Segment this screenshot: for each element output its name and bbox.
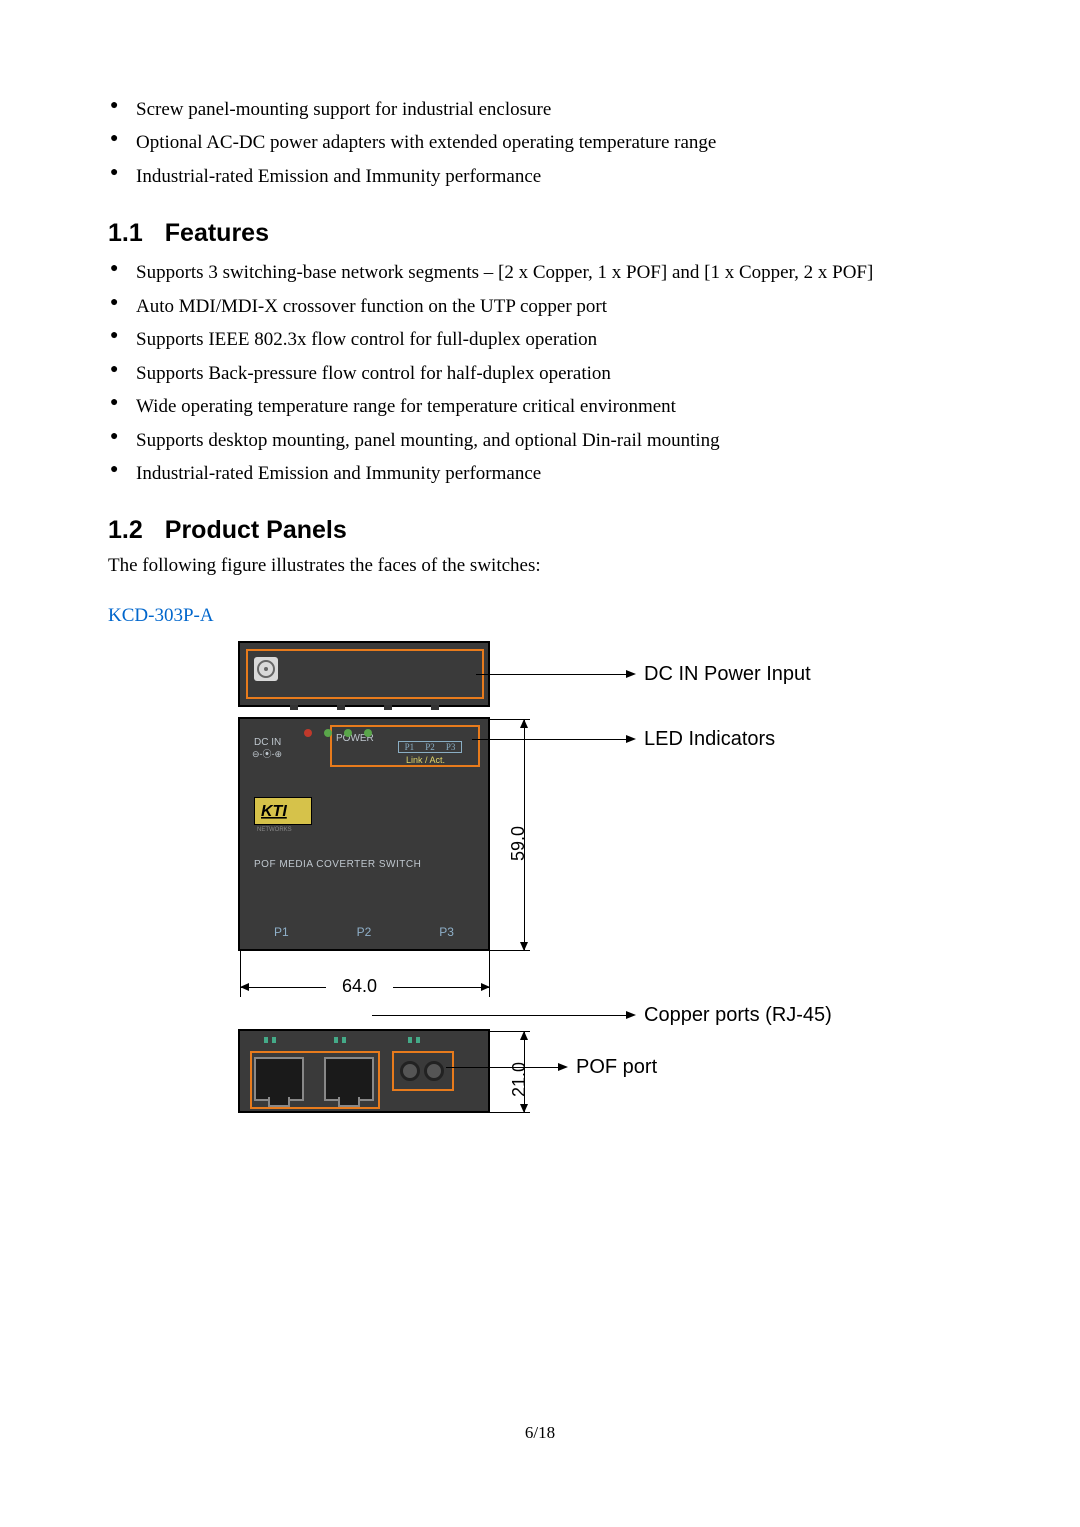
led-indicator-icon [324,729,332,737]
list-item: Supports 3 switching-base network segmen… [108,258,972,287]
callout-dc-in: DC IN Power Input [644,663,811,686]
port-label-box: P1 P2 P3 [398,741,462,753]
rubber-feet [240,705,488,710]
port-label: P3 [439,925,454,939]
section-number: 1.1 [108,219,143,248]
callout-line [372,1015,626,1016]
arrow-icon [520,942,528,951]
link-act-label: Link / Act. [406,755,445,765]
port-p3: P3 [446,742,456,752]
device-front-view: DC IN ⊖-⦿-⊕ POWER P1 P2 P3 Link / Act. K… [238,717,490,951]
list-item: Supports desktop mounting, panel mountin… [108,426,972,455]
highlight-box [246,649,484,699]
led-indicator-icon [344,729,352,737]
kti-logo-icon: KTI [254,797,312,825]
polarity-icon: ⊖-⦿-⊕ [252,747,282,760]
led-pins [334,1037,346,1043]
port-labels-row: P1 P2 P3 [240,925,488,939]
led-pins [264,1037,276,1043]
page-number: 6/18 [0,1423,1080,1443]
arrow-icon [520,1031,528,1040]
section-heading-features: 1.1 Features [108,219,972,248]
section-title: Product Panels [165,516,347,544]
port-p1: P1 [405,742,415,752]
led-indicator-icon [364,729,372,737]
list-item: Industrial-rated Emission and Immunity p… [108,459,972,488]
led-indicator-icon [304,729,312,737]
highlight-box-copper [250,1051,380,1109]
device-port-view [238,1029,490,1113]
section-heading-panels: 1.2 Product Panels [108,516,972,545]
led-row [304,729,372,737]
intro-bullet-list: Screw panel-mounting support for industr… [108,95,972,191]
callout-pof: POF port [576,1056,657,1079]
section-title: Features [165,219,269,247]
list-item: Screw panel-mounting support for industr… [108,95,972,124]
list-item: Wide operating temperature range for tem… [108,392,972,421]
list-item: Supports Back-pressure flow control for … [108,359,972,388]
arrow-icon [626,670,636,678]
list-item: Industrial-rated Emission and Immunity p… [108,162,972,191]
section-number: 1.2 [108,516,143,545]
highlight-box-pof [392,1051,454,1091]
callout-copper: Copper ports (RJ-45) [644,1004,832,1027]
list-item: Optional AC-DC power adapters with exten… [108,128,972,157]
callout-line [476,674,626,675]
callout-line [472,739,626,740]
product-model-label: KCD-303P-A [108,605,972,627]
dimension-height: 59.0 [508,826,529,861]
dc-jack-icon [254,657,278,681]
port-label: P2 [357,925,372,939]
port-label: P1 [274,925,289,939]
arrow-icon [240,983,249,991]
arrow-icon [481,983,490,991]
model-line-label: POF MEDIA COVERTER SWITCH [254,859,421,870]
features-bullet-list: Supports 3 switching-base network segmen… [108,258,972,488]
dimension-width: 64.0 [326,976,393,997]
arrow-icon [520,1104,528,1113]
arrow-icon [520,719,528,728]
callout-line [446,1067,558,1068]
arrow-icon [626,1011,636,1019]
product-panel-figure: DC IN Power Input DC IN ⊖-⦿-⊕ POWER P1 P… [228,641,948,1151]
led-pins [408,1037,420,1043]
list-item: Auto MDI/MDI-X crossover function on the… [108,292,972,321]
arrow-icon [558,1063,568,1071]
dimension-depth: 21.0 [509,1062,530,1097]
panels-intro-text: The following figure illustrates the fac… [108,555,972,577]
callout-led: LED Indicators [644,728,775,751]
device-top-view [238,641,490,707]
arrow-icon [626,735,636,743]
list-item: Supports IEEE 802.3x flow control for fu… [108,325,972,354]
svg-text:KTI: KTI [261,803,287,820]
port-p2: P2 [425,742,435,752]
